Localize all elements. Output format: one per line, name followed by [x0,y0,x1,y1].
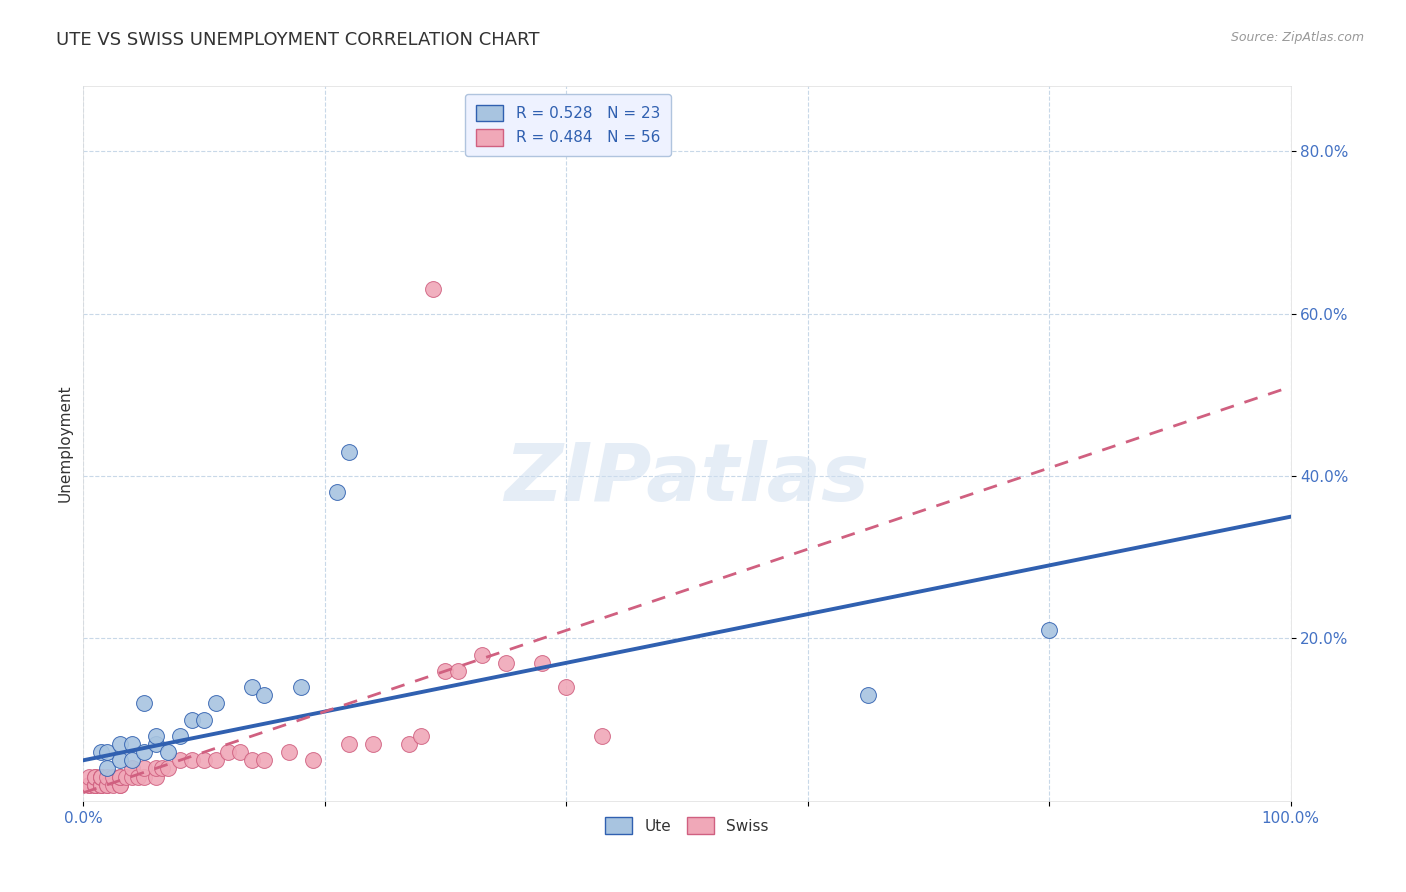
Point [531,656,554,670]
Point [96,778,118,792]
Point [132,770,155,784]
Point [90,778,112,792]
Point [446,664,468,678]
Point [84,778,107,792]
Point [84,778,107,792]
Point [108,770,131,784]
Point [193,753,215,767]
Point [121,761,143,775]
Point [145,729,167,743]
Point [240,680,263,694]
Point [121,753,143,767]
Point [169,753,191,767]
Point [132,761,155,775]
Point [90,745,112,759]
Point [108,778,131,792]
Text: Source: ZipAtlas.com: Source: ZipAtlas.com [1230,31,1364,45]
Point [79,770,101,784]
Point [79,778,101,792]
Point [103,770,125,784]
Point [132,745,155,759]
Text: ZIPatlas: ZIPatlas [505,441,869,518]
Point [253,753,276,767]
Point [90,778,112,792]
Point [326,485,349,500]
Point [205,697,228,711]
Point [145,770,167,784]
Point [114,770,136,784]
Point [90,778,112,792]
Point [495,656,517,670]
Point [217,745,239,759]
Point [277,745,299,759]
Point [156,745,179,759]
Point [90,770,112,784]
Point [205,753,228,767]
Point [96,761,118,775]
Text: UTE VS SWISS UNEMPLOYMENT CORRELATION CHART: UTE VS SWISS UNEMPLOYMENT CORRELATION CH… [56,31,540,49]
Point [411,729,433,743]
Point [121,770,143,784]
Point [90,770,112,784]
Point [108,737,131,751]
Legend: Ute, Swiss: Ute, Swiss [596,808,778,843]
Point [398,737,420,751]
Point [103,778,125,792]
Point [84,778,107,792]
Point [471,648,494,662]
Y-axis label: Unemployment: Unemployment [58,384,72,502]
Point [84,770,107,784]
Point [79,778,101,792]
Point [181,713,204,727]
Point [96,745,118,759]
Point [169,729,191,743]
Point [361,737,384,751]
Point [132,697,155,711]
Point [422,282,444,296]
Point [145,761,167,775]
Point [156,761,179,775]
Point [84,778,107,792]
Point [150,761,173,775]
Point [337,737,360,751]
Point [290,680,312,694]
Point [108,753,131,767]
Point [193,713,215,727]
Point [145,737,167,751]
Point [90,770,112,784]
Point [434,664,457,678]
Point [229,745,252,759]
Point [1038,624,1060,638]
Point [337,444,360,458]
Point [108,778,131,792]
Point [96,770,118,784]
Point [856,689,879,703]
Point [121,737,143,751]
Point [253,689,276,703]
Point [555,680,578,694]
Point [108,770,131,784]
Point [96,778,118,792]
Point [127,770,149,784]
Point [181,753,204,767]
Point [84,770,107,784]
Point [301,753,323,767]
Point [240,753,263,767]
Point [591,729,613,743]
